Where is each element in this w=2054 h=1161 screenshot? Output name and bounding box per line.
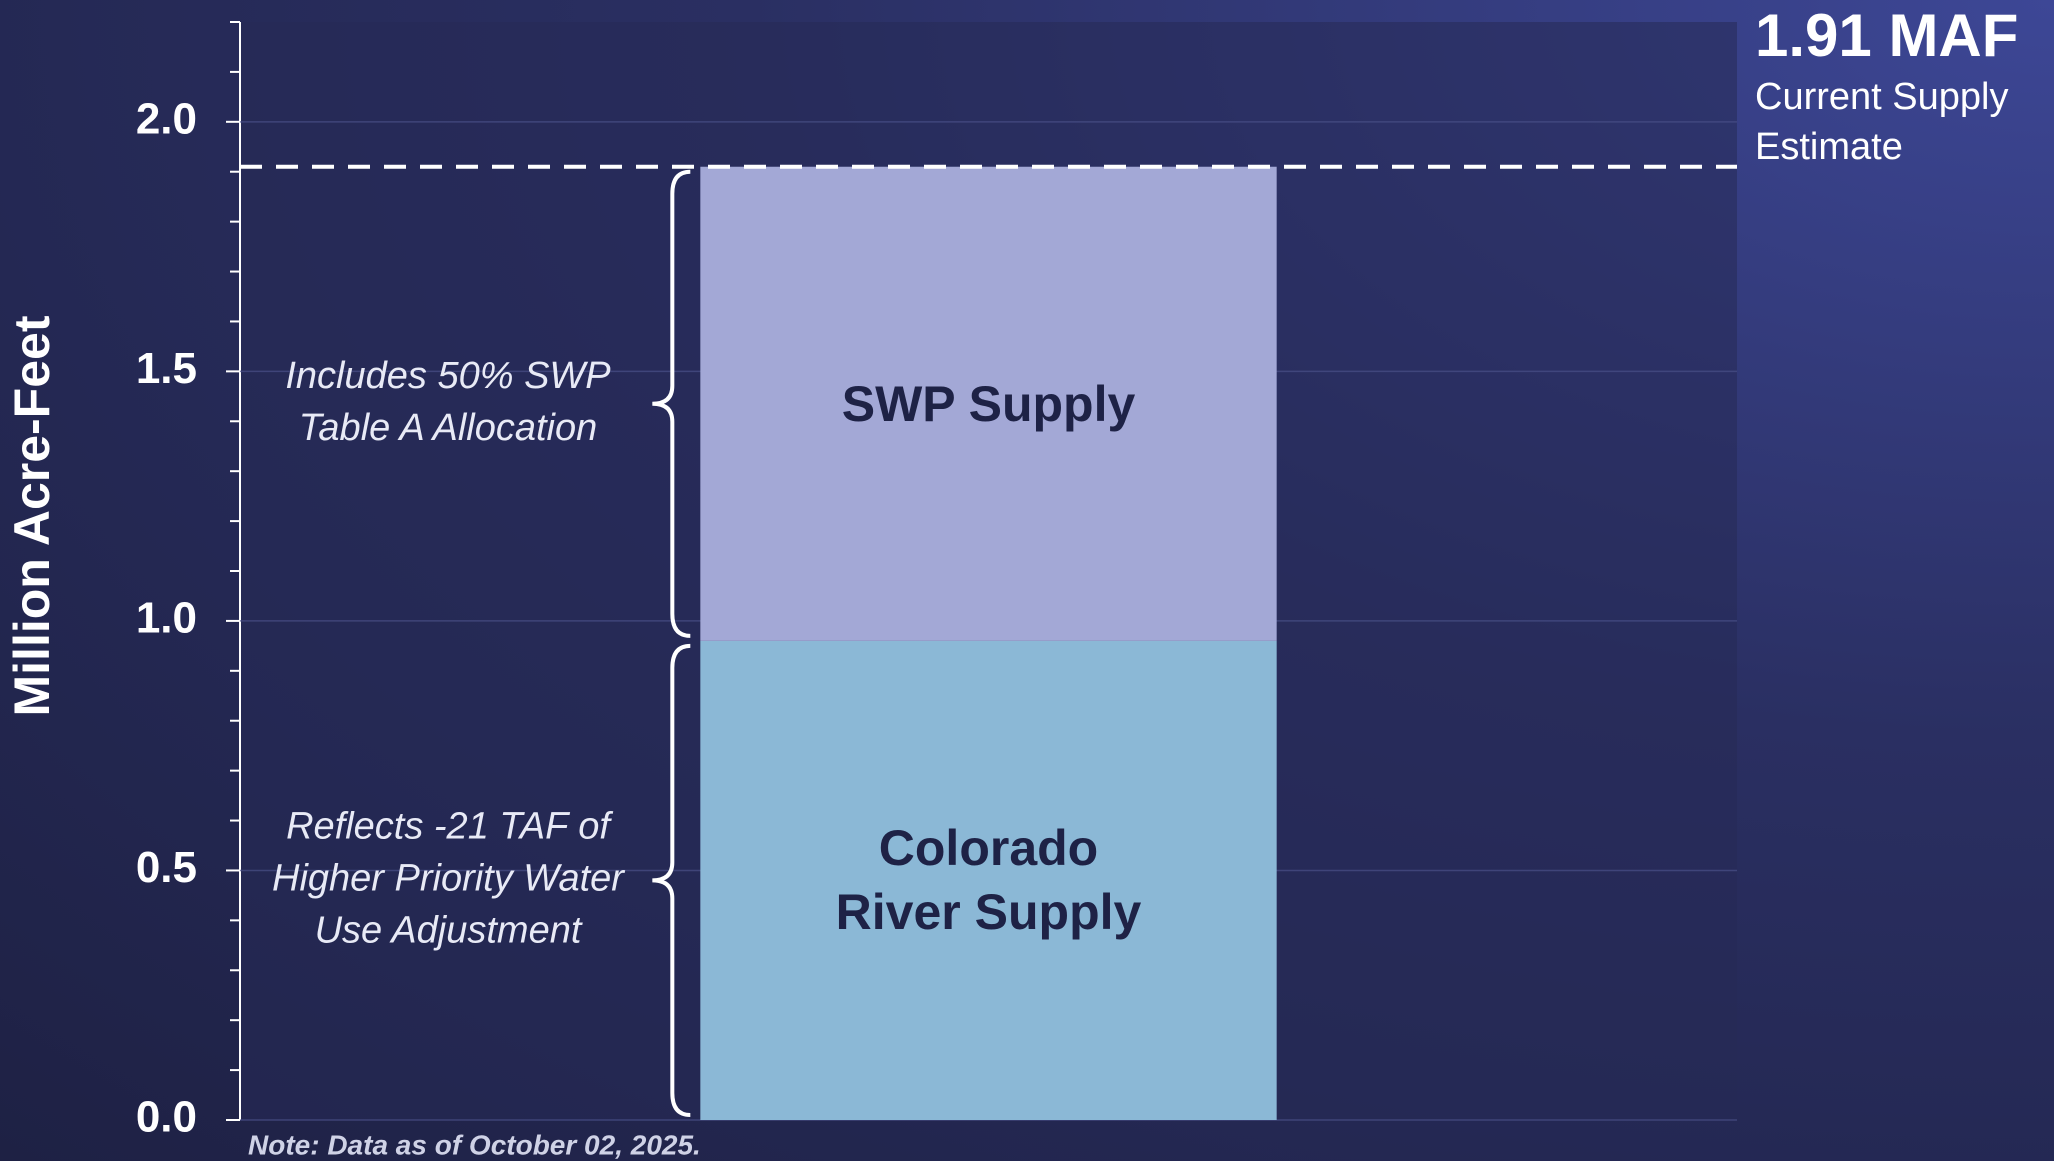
reference-description: Current Supply Estimate — [1755, 76, 2009, 168]
segment-label: SWP Supply — [841, 375, 1136, 432]
y-tick-label: 2.0 — [136, 94, 197, 143]
y-tick-label: 1.5 — [136, 344, 197, 393]
annotation-line: Table A Allocation — [299, 407, 598, 449]
annotation-line: Use Adjustment — [315, 909, 583, 951]
annotation-line: Higher Priority Water — [272, 857, 625, 899]
annotation-line: Reflects -21 TAF of — [286, 805, 613, 847]
y-tick-label: 0.5 — [136, 843, 197, 892]
segment-label: Colorado River Supply — [835, 820, 1142, 941]
brace — [652, 643, 691, 1117]
bar-segment — [700, 166, 1277, 641]
y-tick-label: 0.0 — [136, 1093, 197, 1142]
annotation-line: Includes 50% SWP — [285, 355, 611, 397]
reference-label: 1.91 MAF Current Supply Estimate — [1755, 0, 2054, 172]
reference-value: 1.91 MAF — [1755, 2, 2019, 69]
y-axis-label: Million Acre-Feet — [4, 315, 60, 716]
y-tick-label: 1.0 — [136, 594, 197, 643]
brace — [652, 169, 691, 638]
bar-segment — [700, 640, 1277, 1120]
note: Note: Data as of October 02, 2025. — [248, 1129, 701, 1160]
